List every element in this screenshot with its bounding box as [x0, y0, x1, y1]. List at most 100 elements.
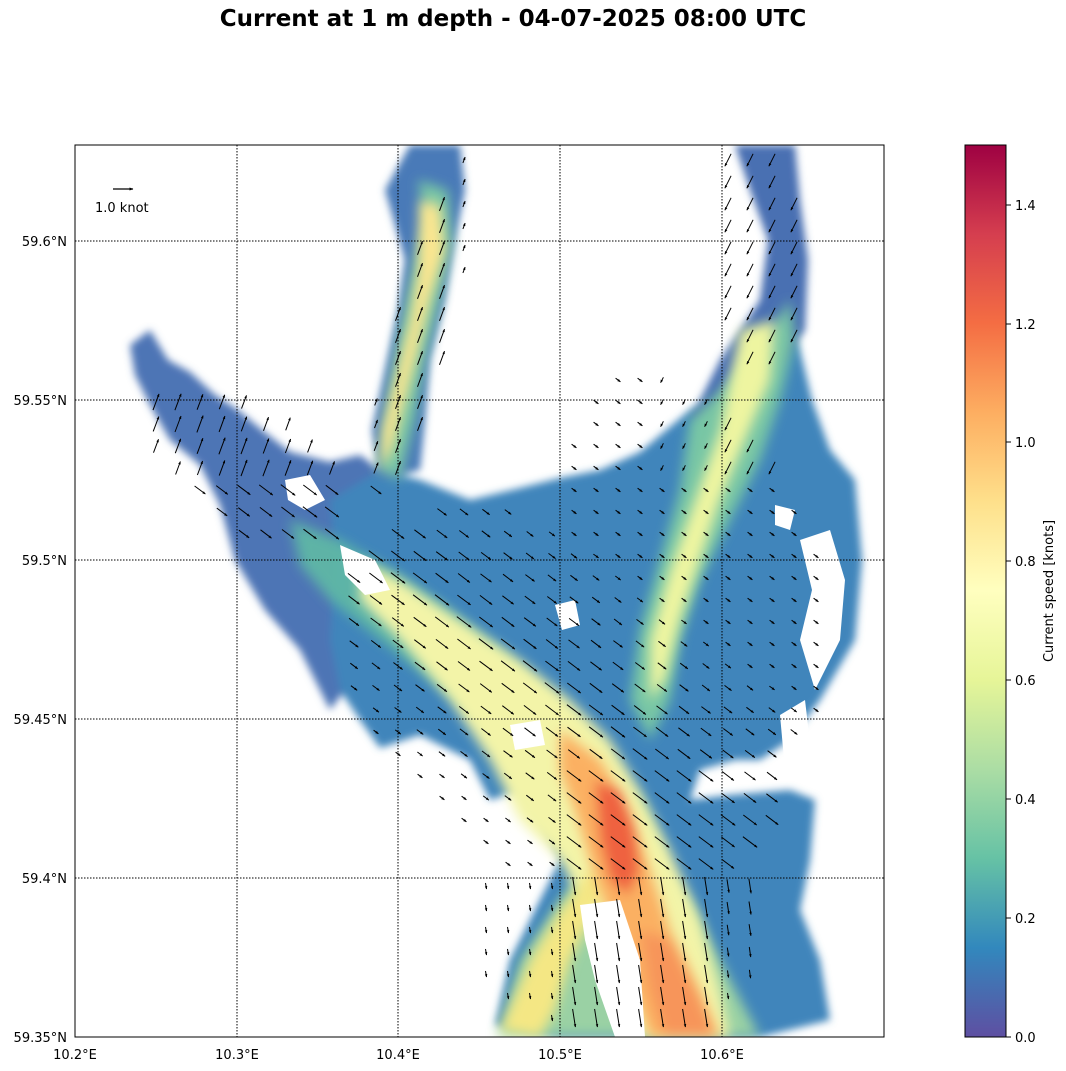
colorbar-tick-1-4: 1.4 — [1015, 199, 1036, 214]
current-vector-arrow — [682, 876, 687, 896]
current-vector-arrow — [547, 574, 557, 582]
current-vector-arrow — [594, 942, 599, 962]
current-vector-arrow — [594, 986, 599, 1006]
current-vector-arrow — [526, 817, 534, 823]
jet-core-red — [595, 780, 640, 895]
current-vector-arrow — [610, 792, 626, 804]
current-vector-arrow — [329, 461, 335, 475]
current-vector-arrow — [458, 706, 470, 714]
current-vector-arrow — [347, 573, 361, 583]
current-vector-arrow — [306, 460, 314, 476]
current-vector-arrow — [698, 770, 714, 782]
current-vector-arrow — [457, 661, 471, 671]
current-vector-arrow — [616, 876, 621, 896]
current-vector-arrow — [503, 750, 513, 758]
current-vector-arrow — [522, 682, 538, 694]
current-vector-arrow — [462, 244, 466, 252]
current-vector-arrow — [637, 377, 643, 383]
current-vector-arrow — [612, 661, 624, 671]
current-vector-arrow — [479, 660, 493, 672]
current-vector-arrow — [813, 553, 819, 559]
current-vector-arrow — [435, 639, 449, 649]
current-vector-arrow — [240, 459, 248, 477]
current-vector-arrow — [747, 575, 753, 581]
current-vector-arrow — [768, 263, 776, 277]
current-vector-arrow — [548, 816, 556, 824]
x-tick-10-5: 10.5°E — [538, 1048, 582, 1063]
current-vector-arrow — [218, 460, 226, 476]
current-vector-arrow — [637, 575, 643, 581]
current-vector-arrow — [303, 528, 317, 540]
current-vector-arrow — [722, 749, 734, 759]
current-vector-arrow — [615, 377, 621, 383]
current-vector-arrow — [302, 506, 318, 518]
current-vector-arrow — [548, 839, 556, 845]
current-vector-arrow — [502, 595, 514, 605]
current-vector-arrow — [505, 861, 511, 867]
current-vector-arrow — [769, 641, 775, 647]
current-vector-arrow — [414, 661, 426, 671]
current-vector-arrow — [768, 351, 776, 365]
current-vector-arrow — [678, 705, 690, 715]
current-vector-arrow — [240, 416, 248, 432]
current-vector-arrow — [437, 728, 447, 736]
current-vector-arrow — [703, 575, 709, 581]
current-vector-arrow — [501, 616, 515, 628]
current-vector-arrow — [502, 573, 514, 583]
current-vector-arrow — [568, 617, 580, 627]
current-vector-arrow — [681, 597, 687, 603]
current-vector-arrow — [413, 550, 427, 562]
current-vector-arrow — [506, 992, 510, 1000]
current-vector-arrow — [682, 465, 686, 471]
current-vector-arrow — [439, 773, 445, 779]
current-vector-arrow — [681, 575, 687, 581]
current-vector-arrow — [284, 438, 292, 454]
current-vector-arrow — [594, 876, 599, 896]
current-vector-arrow — [439, 240, 445, 255]
current-vector-field — [152, 153, 819, 1028]
current-vector-arrow — [571, 443, 577, 449]
current-vector-arrow — [637, 421, 643, 427]
current-vector-arrow — [566, 704, 582, 716]
current-vector-arrow — [548, 552, 556, 560]
current-vector-arrow — [372, 684, 380, 692]
current-vector-arrow — [698, 836, 714, 848]
current-vector-arrow — [726, 879, 730, 894]
current-vector-arrow — [769, 553, 775, 559]
current-vector-arrow — [506, 904, 510, 912]
current-vector-arrow — [610, 726, 626, 738]
current-vector-arrow — [638, 920, 643, 940]
current-vector-arrow — [725, 531, 731, 537]
current-vector-arrow — [547, 794, 557, 802]
current-vector-arrow — [436, 529, 448, 539]
current-vector-arrow — [571, 531, 577, 537]
current-vector-arrow — [570, 574, 578, 582]
current-vector-arrow — [721, 771, 735, 781]
current-vector-arrow — [724, 197, 732, 211]
current-vector-arrow — [436, 661, 448, 671]
current-vector-arrow — [703, 531, 709, 537]
current-vector-arrow — [394, 729, 402, 735]
current-vector-arrow — [634, 683, 646, 693]
current-vector-arrow — [524, 727, 536, 737]
current-vector-arrow — [748, 969, 752, 979]
current-vector-arrow — [813, 597, 819, 603]
current-vector-arrow — [721, 836, 735, 848]
current-vector-arrow — [616, 1008, 621, 1028]
current-vector-arrow — [678, 727, 690, 737]
current-vector-arrow — [258, 484, 274, 496]
current-vector-arrow — [460, 750, 468, 758]
current-vector-arrow — [550, 948, 554, 956]
current-vector-arrow — [457, 573, 471, 583]
current-speed-map — [130, 145, 862, 1037]
current-vector-arrow — [638, 1008, 643, 1028]
current-vector-arrow — [545, 639, 559, 649]
current-vector-arrow — [791, 575, 797, 581]
current-vector-arrow — [592, 575, 600, 581]
current-vector-arrow — [632, 814, 648, 826]
current-vector-arrow — [700, 727, 712, 737]
current-vector-arrow — [681, 509, 687, 515]
current-vector-arrow — [610, 748, 626, 760]
current-vector-arrow — [417, 372, 423, 387]
current-vector-arrow — [746, 197, 754, 211]
